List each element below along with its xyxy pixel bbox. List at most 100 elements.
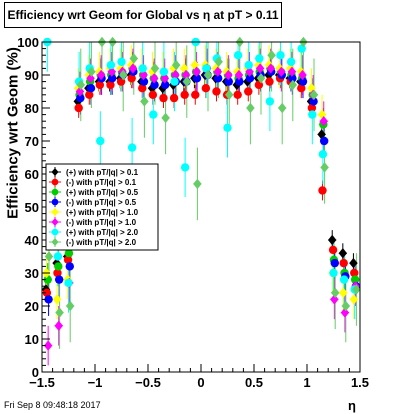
data-point xyxy=(159,67,169,76)
data-point xyxy=(86,84,96,93)
data-point xyxy=(161,112,170,124)
data-point xyxy=(330,294,339,305)
data-point xyxy=(297,44,306,53)
data-point xyxy=(180,90,189,100)
data-point xyxy=(96,136,105,146)
data-point xyxy=(95,66,104,77)
y-axis-ticks: 0 10 20 30 40 50 60 70 80 90 100 xyxy=(17,35,50,380)
x-tick-label: 0 xyxy=(197,375,204,390)
x-tick-label: 1 xyxy=(303,375,310,390)
legend-marker xyxy=(51,238,59,246)
data-point xyxy=(341,300,350,312)
data-point xyxy=(350,268,359,278)
data-point xyxy=(43,340,53,351)
data-point xyxy=(106,60,116,70)
data-point xyxy=(211,63,221,74)
data-point xyxy=(319,136,329,146)
data-markers xyxy=(41,36,361,351)
legend-entry-label: (+) with pT/|q| > 0.1 xyxy=(66,168,139,177)
y-tick-label: 80 xyxy=(25,101,39,116)
data-point xyxy=(150,63,160,74)
data-point xyxy=(213,74,223,83)
data-point xyxy=(128,63,138,74)
y-tick-label: 90 xyxy=(25,68,39,83)
legend-entry-label: (+) with pT/|q| > 2.0 xyxy=(66,228,139,237)
legend-marker xyxy=(51,178,59,186)
data-point xyxy=(65,300,75,312)
data-point xyxy=(201,84,211,93)
data-point xyxy=(212,87,221,96)
data-point xyxy=(245,74,255,83)
data-point xyxy=(139,77,149,86)
data-point xyxy=(74,103,83,113)
data-point xyxy=(95,80,105,90)
legend-marker xyxy=(51,218,59,226)
data-point xyxy=(76,79,85,91)
legend-marker xyxy=(51,228,59,236)
legend-entry-label: (-) with pT/|q| > 2.0 xyxy=(66,238,137,247)
data-point xyxy=(349,294,359,305)
data-point xyxy=(118,69,128,81)
data-point xyxy=(63,255,73,264)
data-point xyxy=(267,50,276,61)
x-tick-label: −1.5 xyxy=(29,375,55,390)
data-point xyxy=(55,307,64,318)
legend-marker xyxy=(51,198,59,206)
data-point xyxy=(129,53,138,64)
data-point xyxy=(350,275,360,284)
chart-title-box: Efficiency wrt Geom for Global vs η at p… xyxy=(4,2,282,28)
data-point xyxy=(149,110,158,119)
data-point xyxy=(214,56,223,67)
data-point xyxy=(244,87,253,96)
data-point xyxy=(265,97,275,106)
data-point xyxy=(107,66,116,77)
data-point xyxy=(84,69,94,81)
data-point xyxy=(309,97,318,106)
data-point xyxy=(246,102,255,114)
data-point xyxy=(53,252,63,261)
legend-entry-label: (-) with pT/|q| > 1.0 xyxy=(66,218,137,227)
data-point xyxy=(330,258,339,268)
y-tick-label: 0 xyxy=(32,365,39,380)
data-point xyxy=(328,245,338,255)
data-point xyxy=(140,96,149,107)
data-point xyxy=(85,90,94,100)
data-point xyxy=(298,69,307,81)
data-point xyxy=(339,258,348,268)
data-point xyxy=(235,77,244,86)
data-point xyxy=(54,320,63,331)
legend-entry-label: (+) with pT/|q| > 0.5 xyxy=(66,188,139,197)
data-point xyxy=(296,66,306,77)
data-point xyxy=(287,66,297,77)
data-point xyxy=(53,268,62,278)
data-point xyxy=(233,51,243,60)
date-stamp: Fri Sep 8 09:48:18 2017 xyxy=(4,400,101,410)
data-point xyxy=(276,51,285,60)
data-point xyxy=(277,66,286,77)
data-point xyxy=(64,278,73,288)
data-point xyxy=(245,66,254,77)
x-tick-label: 0.5 xyxy=(245,375,263,390)
data-point xyxy=(148,90,158,100)
data-point xyxy=(298,77,308,86)
data-point xyxy=(86,73,95,84)
data-point xyxy=(169,93,179,103)
data-point xyxy=(352,284,361,295)
data-point xyxy=(64,249,74,258)
data-point xyxy=(318,150,328,159)
data-point xyxy=(328,234,337,246)
data-point xyxy=(203,69,213,81)
data-point xyxy=(330,287,340,298)
y-tick-label: 50 xyxy=(25,200,39,215)
data-point xyxy=(75,86,85,97)
data-point xyxy=(213,66,222,77)
data-point xyxy=(138,84,147,93)
x-axis-ticks: −1.5 −1 −0.5 0 0.5 1 1.5 xyxy=(29,364,369,390)
data-point xyxy=(150,80,159,90)
chart-title: Efficiency wrt Geom for Global vs η at p… xyxy=(7,8,279,22)
data-point xyxy=(96,69,106,81)
data-point xyxy=(256,73,266,84)
data-point xyxy=(288,74,297,83)
data-point xyxy=(223,123,232,132)
data-point xyxy=(234,69,244,81)
